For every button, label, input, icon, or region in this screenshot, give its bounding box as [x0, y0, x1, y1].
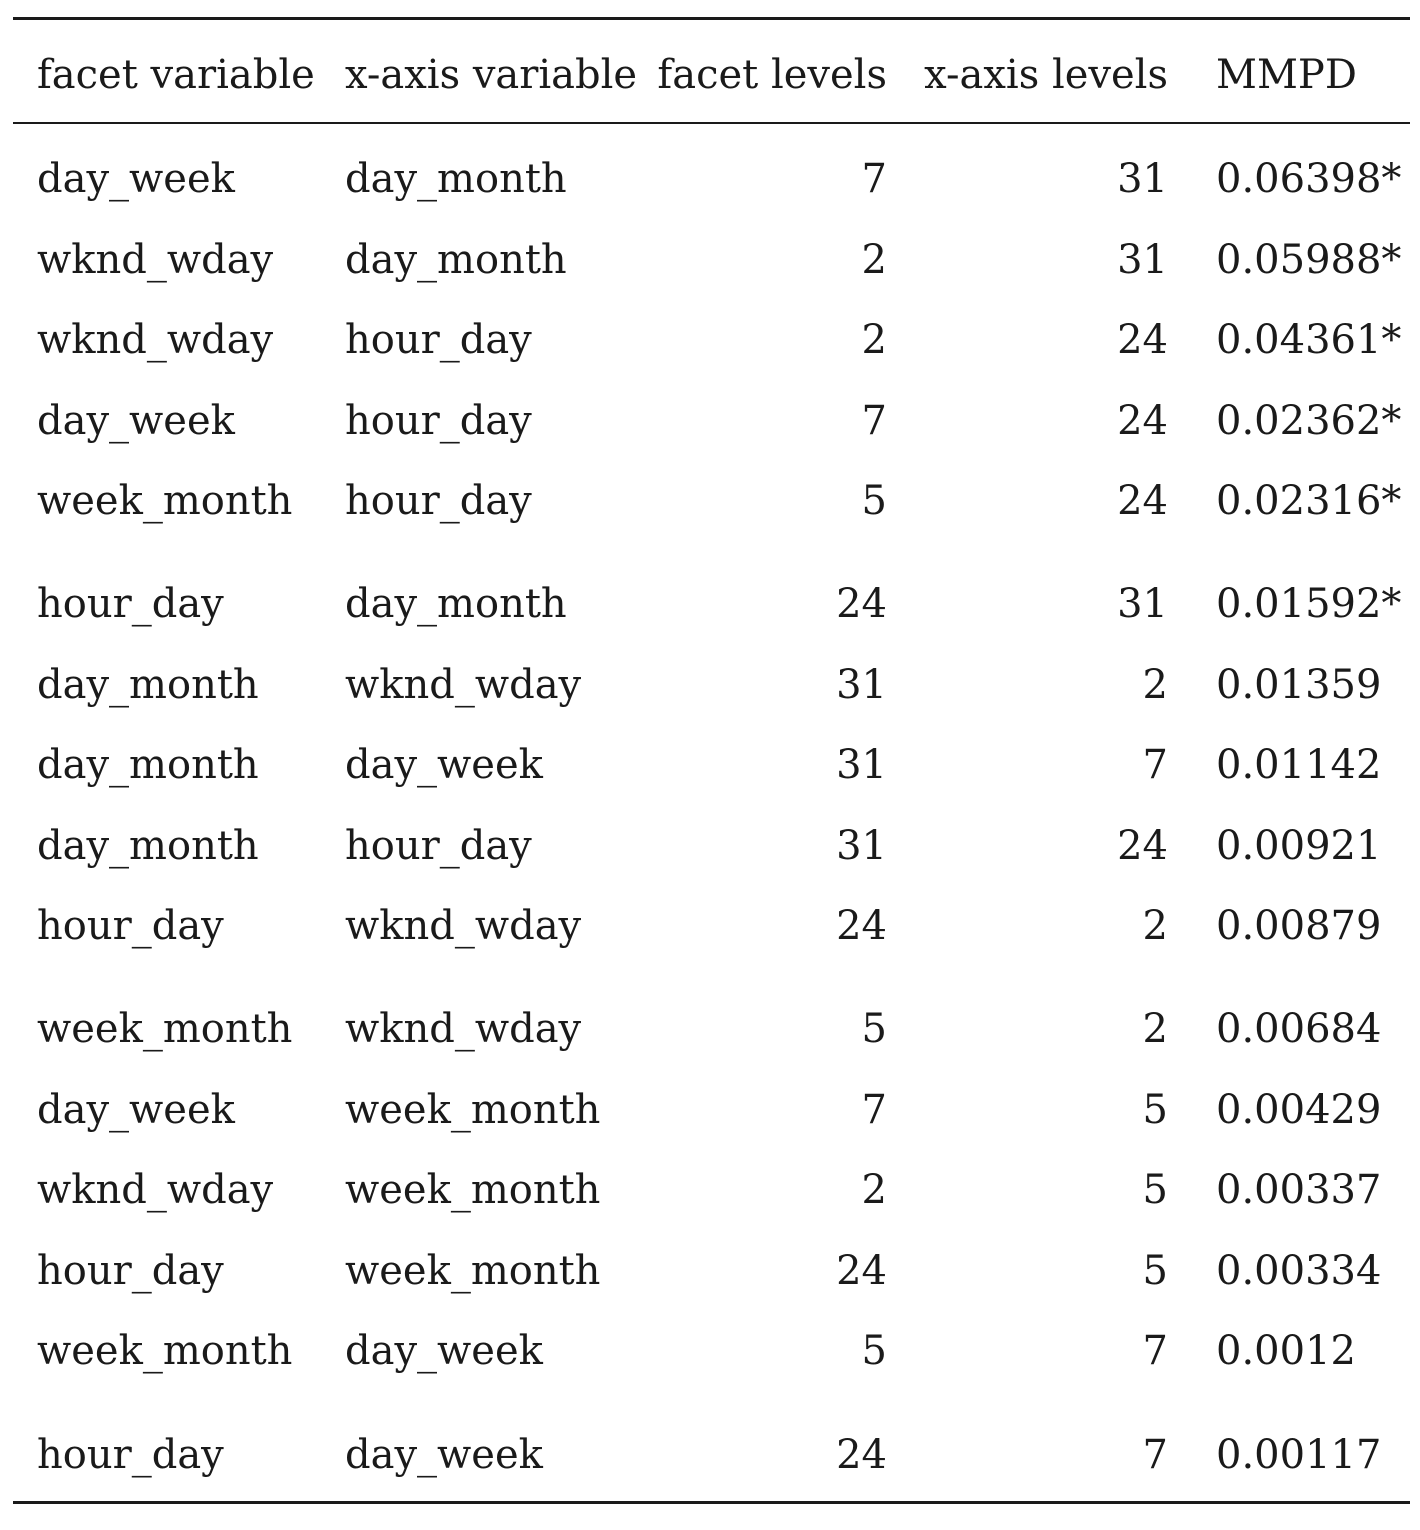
cell-facet-variable: hour_day — [37, 1248, 224, 1294]
cell-x-axis-levels: 2 — [1142, 903, 1168, 949]
cell-x-axis-levels: 24 — [1117, 398, 1168, 444]
cell-x-axis-variable: hour_day — [345, 398, 532, 444]
cell-facet-levels: 31 — [836, 742, 887, 788]
cell-facet-levels: 5 — [861, 1006, 887, 1052]
cell-facet-variable: week_month — [37, 1006, 293, 1052]
cell-x-axis-levels: 5 — [1142, 1248, 1168, 1294]
cell-mmpd: 0.01359 — [1216, 662, 1382, 708]
cell-x-axis-variable: wknd_wday — [345, 1006, 582, 1052]
cell-x-axis-variable: day_month — [345, 156, 567, 202]
cell-x-axis-levels: 24 — [1117, 823, 1168, 869]
header-facet-levels: facet levels — [657, 52, 887, 98]
cell-facet-variable: wknd_wday — [37, 317, 274, 363]
header-x-axis-levels: x-axis levels — [924, 52, 1168, 98]
cell-facet-variable: wknd_wday — [37, 237, 274, 283]
cell-facet-levels: 7 — [861, 398, 887, 444]
cell-x-axis-variable: wknd_wday — [345, 662, 582, 708]
cell-x-axis-levels: 5 — [1142, 1087, 1168, 1133]
cell-x-axis-levels: 31 — [1117, 156, 1168, 202]
cell-facet-variable: day_week — [37, 398, 235, 444]
cell-mmpd: 0.04361* — [1216, 317, 1402, 363]
cell-facet-variable: week_month — [37, 1328, 293, 1374]
bottom-rule — [13, 1501, 1410, 1504]
cell-facet-levels: 24 — [836, 1248, 887, 1294]
cell-mmpd: 0.01592* — [1216, 581, 1402, 627]
cell-x-axis-levels: 31 — [1117, 237, 1168, 283]
cell-x-axis-levels: 24 — [1117, 317, 1168, 363]
cell-facet-levels: 31 — [836, 662, 887, 708]
cell-mmpd: 0.00684 — [1216, 1006, 1382, 1052]
header-mmpd: MMPD — [1216, 52, 1357, 98]
cell-facet-levels: 24 — [836, 903, 887, 949]
cell-x-axis-variable: day_week — [345, 1328, 543, 1374]
cell-x-axis-variable: wknd_wday — [345, 903, 582, 949]
cell-facet-levels: 31 — [836, 823, 887, 869]
cell-mmpd: 0.00921 — [1216, 823, 1382, 869]
cell-x-axis-variable: hour_day — [345, 823, 532, 869]
cell-mmpd: 0.00117 — [1216, 1432, 1382, 1478]
cell-facet-levels: 5 — [861, 1328, 887, 1374]
cell-x-axis-levels: 7 — [1142, 1432, 1168, 1478]
header-rule — [13, 122, 1410, 124]
cell-x-axis-levels: 2 — [1142, 1006, 1168, 1052]
cell-mmpd: 0.0012 — [1216, 1328, 1356, 1374]
top-rule — [13, 17, 1410, 20]
cell-x-axis-levels: 7 — [1142, 742, 1168, 788]
cell-facet-variable: week_month — [37, 478, 293, 524]
cell-facet-levels: 24 — [836, 1432, 887, 1478]
cell-x-axis-levels: 24 — [1117, 478, 1168, 524]
cell-x-axis-levels: 5 — [1142, 1167, 1168, 1213]
cell-x-axis-variable: day_month — [345, 581, 567, 627]
cell-facet-variable: hour_day — [37, 1432, 224, 1478]
cell-facet-levels: 7 — [861, 156, 887, 202]
cell-x-axis-variable: hour_day — [345, 478, 532, 524]
cell-x-axis-variable: day_week — [345, 742, 543, 788]
cell-x-axis-variable: day_week — [345, 1432, 543, 1478]
cell-facet-variable: day_month — [37, 823, 259, 869]
cell-facet-levels: 2 — [861, 1167, 887, 1213]
cell-mmpd: 0.00334 — [1216, 1248, 1382, 1294]
cell-x-axis-levels: 7 — [1142, 1328, 1168, 1374]
cell-mmpd: 0.00879 — [1216, 903, 1382, 949]
cell-facet-levels: 2 — [861, 237, 887, 283]
cell-facet-variable: wknd_wday — [37, 1167, 274, 1213]
cell-facet-variable: day_month — [37, 662, 259, 708]
cell-mmpd: 0.00337 — [1216, 1167, 1382, 1213]
cell-facet-variable: day_month — [37, 742, 259, 788]
cell-mmpd: 0.01142 — [1216, 742, 1382, 788]
cell-facet-levels: 2 — [861, 317, 887, 363]
cell-facet-levels: 5 — [861, 478, 887, 524]
cell-x-axis-levels: 31 — [1117, 581, 1168, 627]
header-facet-variable: facet variable — [37, 52, 315, 98]
cell-x-axis-variable: week_month — [345, 1087, 601, 1133]
cell-facet-levels: 7 — [861, 1087, 887, 1133]
cell-mmpd: 0.02316* — [1216, 478, 1402, 524]
header-x-axis-variable: x-axis variable — [345, 52, 638, 98]
cell-x-axis-variable: week_month — [345, 1167, 601, 1213]
cell-x-axis-variable: day_month — [345, 237, 567, 283]
cell-mmpd: 0.00429 — [1216, 1087, 1382, 1133]
cell-facet-variable: day_week — [37, 156, 235, 202]
cell-x-axis-variable: week_month — [345, 1248, 601, 1294]
cell-facet-variable: day_week — [37, 1087, 235, 1133]
cell-x-axis-variable: hour_day — [345, 317, 532, 363]
cell-facet-variable: hour_day — [37, 581, 224, 627]
cell-mmpd: 0.06398* — [1216, 156, 1402, 202]
cell-facet-variable: hour_day — [37, 903, 224, 949]
cell-mmpd: 0.05988* — [1216, 237, 1402, 283]
cell-mmpd: 0.02362* — [1216, 398, 1402, 444]
cell-facet-levels: 24 — [836, 581, 887, 627]
cell-x-axis-levels: 2 — [1142, 662, 1168, 708]
